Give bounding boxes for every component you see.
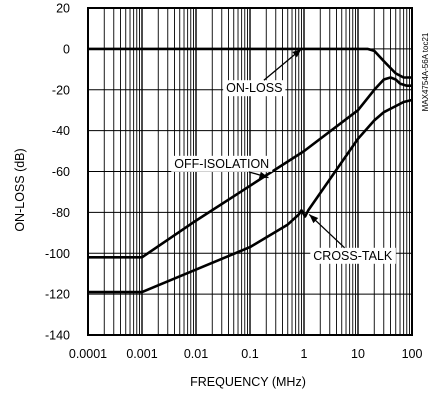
annotation-background [171,155,273,172]
y-tick-label: -40 [52,124,70,138]
annotation-label: ON-LOSS [226,81,282,95]
y-tick-label: -100 [45,247,70,261]
y-tick-label: -140 [45,329,70,343]
x-tick-label: 10 [351,347,365,361]
x-tick-label: 0.01 [184,347,208,361]
y-tick-label: -20 [52,83,70,97]
annotation-background [310,247,396,264]
annotations: ON-LOSS OFF-ISOLATION CROSS-TALK [171,48,396,264]
y-tick-label: -120 [45,288,70,302]
annotation-label: OFF-ISOLATION [174,157,269,171]
series-off-isolation-line [88,76,412,259]
series-lines [88,47,413,294]
x-tick-label: 0.001 [126,347,157,361]
annotation-arrow-head [309,214,319,224]
y-axis-label: ON-LOSS (dB) [13,148,27,231]
annotation-background [223,80,286,97]
y-tick-labels: 20 0 -20 -40 -60 -80 -100 -120 -140 [45,2,70,343]
annotation-label: CROSS-TALK [313,249,393,263]
annotation-arrow-head [292,48,302,58]
x-tick-label: 0.0001 [69,347,107,361]
plot-frame [87,7,413,336]
y-tick-label: -60 [52,165,70,179]
figure-id-label: MAX4754A-56A toc21 [421,32,430,111]
x-tick-labels: 0.0001 0.001 0.01 0.1 1 10 100 [69,347,423,361]
x-tick-label: 0.1 [241,347,258,361]
x-tick-label: 100 [402,347,423,361]
y-tick-label: 0 [63,42,70,56]
x-axis-label: FREQUENCY (MHz) [190,375,306,389]
series-on-loss-line [88,47,412,79]
annotation-arrow-head [258,171,269,179]
series-cross-talk-line [88,98,413,294]
x-tick-label: 1 [301,347,308,361]
y-tick-label: -80 [52,206,70,220]
y-tick-label: 20 [56,2,70,16]
